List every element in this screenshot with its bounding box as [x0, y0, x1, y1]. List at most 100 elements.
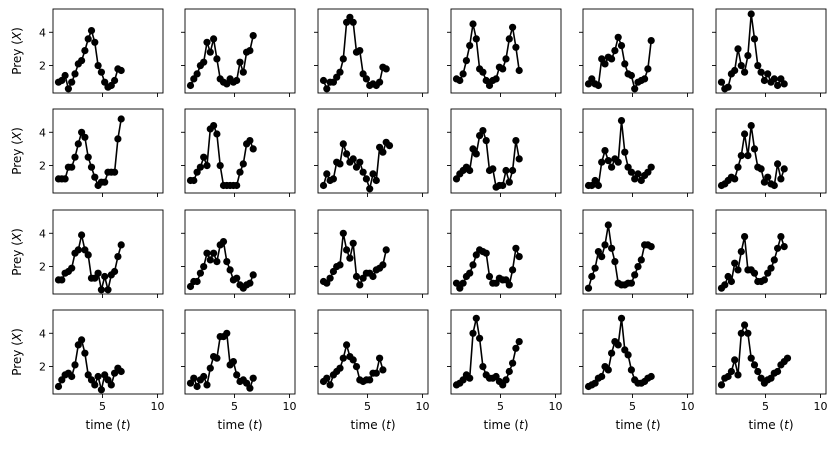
data-point	[210, 122, 218, 130]
data-point	[741, 68, 749, 76]
data-point	[362, 175, 370, 183]
data-point	[203, 162, 211, 170]
data-point	[343, 246, 351, 254]
data-point	[631, 271, 639, 279]
data-point	[379, 148, 387, 156]
data-point	[512, 244, 520, 252]
data-point	[186, 81, 195, 90]
panel-r3-c5	[579, 209, 694, 298]
data-point	[246, 47, 254, 55]
data-point	[608, 349, 616, 357]
data-point	[731, 66, 739, 75]
data-point	[210, 35, 218, 43]
data-point	[385, 142, 394, 150]
data-point	[101, 178, 109, 186]
data-point	[117, 115, 125, 123]
data-point	[336, 261, 344, 269]
panel-r3-c2	[181, 209, 296, 298]
data-point	[780, 165, 788, 173]
data-point	[359, 168, 367, 176]
data-point	[233, 371, 241, 379]
data-point	[382, 65, 390, 73]
panel-r1-c2	[181, 8, 296, 97]
data-point	[111, 76, 119, 85]
data-point	[91, 38, 99, 46]
data-point	[193, 382, 201, 391]
data-point	[249, 374, 257, 382]
data-point	[627, 279, 636, 287]
data-point	[499, 181, 507, 190]
y-tick-label: 4	[39, 327, 46, 340]
data-point	[598, 158, 606, 166]
x-tick-label: 5	[497, 400, 504, 413]
data-point	[78, 336, 86, 344]
data-point	[760, 76, 769, 85]
data-point	[346, 254, 354, 262]
data-point	[627, 168, 636, 176]
series-line	[456, 23, 520, 87]
data-point	[614, 33, 622, 41]
data-point	[604, 157, 612, 165]
data-point	[608, 55, 616, 63]
axes-frame	[582, 8, 694, 94]
data-point	[724, 83, 732, 91]
data-point	[336, 160, 344, 168]
data-point	[91, 173, 99, 181]
panel-r2-c1: 2 4 Prey (X)	[10, 108, 164, 197]
data-point	[634, 263, 642, 271]
data-point	[200, 263, 208, 271]
data-point	[737, 248, 745, 256]
data-point	[196, 163, 204, 171]
axes-frame	[184, 209, 296, 295]
data-point	[459, 70, 467, 78]
data-point	[502, 55, 510, 63]
data-point	[193, 70, 201, 78]
data-point	[117, 241, 125, 249]
axes-frame	[184, 108, 296, 194]
data-point	[206, 48, 214, 56]
data-point	[71, 70, 79, 78]
data-point	[101, 272, 109, 281]
data-point	[239, 160, 247, 168]
data-point	[379, 261, 387, 269]
data-point	[621, 148, 629, 156]
panel-grid: 2 4 Prey (X) 2 4 Prey (X) 2 4 Prey (X) 5 10 2 4 Prey …	[10, 8, 828, 432]
data-point	[505, 281, 513, 289]
data-point	[91, 381, 99, 389]
data-point	[466, 269, 474, 277]
axes-frame	[450, 108, 562, 194]
data-point	[479, 363, 487, 371]
data-point	[64, 85, 72, 93]
data-point	[777, 175, 785, 183]
data-point	[472, 150, 480, 158]
data-point	[349, 18, 357, 26]
data-point	[249, 271, 257, 279]
data-point	[627, 366, 636, 374]
data-point	[203, 249, 211, 257]
data-point	[376, 78, 384, 86]
data-point	[731, 175, 739, 183]
y-axis-label: Prey (X)	[10, 228, 24, 276]
data-point	[479, 68, 487, 76]
x-axis-label: time (t)	[217, 418, 262, 432]
data-point	[744, 152, 752, 160]
data-point	[617, 117, 626, 125]
data-point	[236, 58, 244, 66]
data-point	[770, 181, 778, 190]
data-point	[508, 266, 517, 274]
y-tick-label: 4	[39, 26, 46, 39]
data-point	[111, 168, 119, 176]
axes-frame	[184, 309, 296, 395]
data-point	[326, 381, 334, 389]
y-tick-label: 2	[39, 261, 46, 274]
data-point	[604, 221, 612, 229]
data-point	[223, 258, 231, 266]
x-tick-label: 5	[762, 400, 769, 413]
data-point	[505, 178, 513, 186]
data-point	[206, 364, 214, 372]
data-point	[757, 165, 765, 173]
data-point	[617, 42, 626, 50]
data-point	[362, 75, 370, 83]
data-point	[68, 372, 76, 381]
data-point	[505, 35, 513, 43]
